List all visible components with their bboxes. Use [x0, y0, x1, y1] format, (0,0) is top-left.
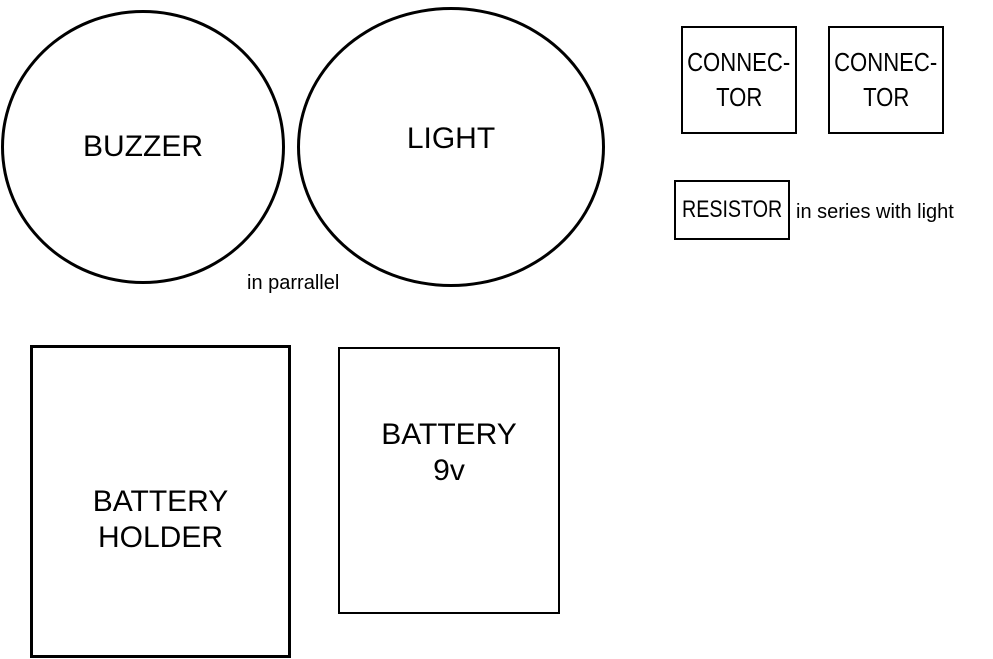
light-circle: LIGHT — [297, 7, 605, 287]
battery-text: BATTERY 9v — [381, 417, 517, 489]
series-note: in series with light — [796, 201, 954, 223]
connector-1-line2: TOR — [715, 82, 763, 112]
resistor-label: RESISTOR — [681, 196, 783, 223]
connector-box-1: CONNEC- TOR — [681, 26, 797, 134]
battery-holder-line1: BATTERY — [92, 484, 229, 518]
connector-box-2: CONNEC- TOR — [828, 26, 944, 134]
buzzer-label: BUZZER — [83, 130, 203, 163]
battery-holder-box: BATTERY HOLDER — [30, 345, 291, 658]
battery-line1: BATTERY — [381, 417, 517, 451]
battery-holder-line2: HOLDER — [97, 520, 224, 554]
battery-holder-text: BATTERY HOLDER — [93, 484, 229, 556]
parallel-note: in parrallel — [247, 272, 340, 294]
resistor-box: RESISTOR — [674, 180, 790, 240]
connector-2-line2: TOR — [862, 82, 910, 112]
buzzer-circle: BUZZER — [1, 10, 285, 284]
connector-2-line1: CONNEC- — [834, 46, 938, 77]
battery-line2: 9v — [433, 453, 465, 487]
light-label: LIGHT — [406, 122, 496, 155]
battery-box: BATTERY 9v — [338, 347, 560, 614]
connector-1-line1: CONNEC- — [687, 46, 791, 77]
